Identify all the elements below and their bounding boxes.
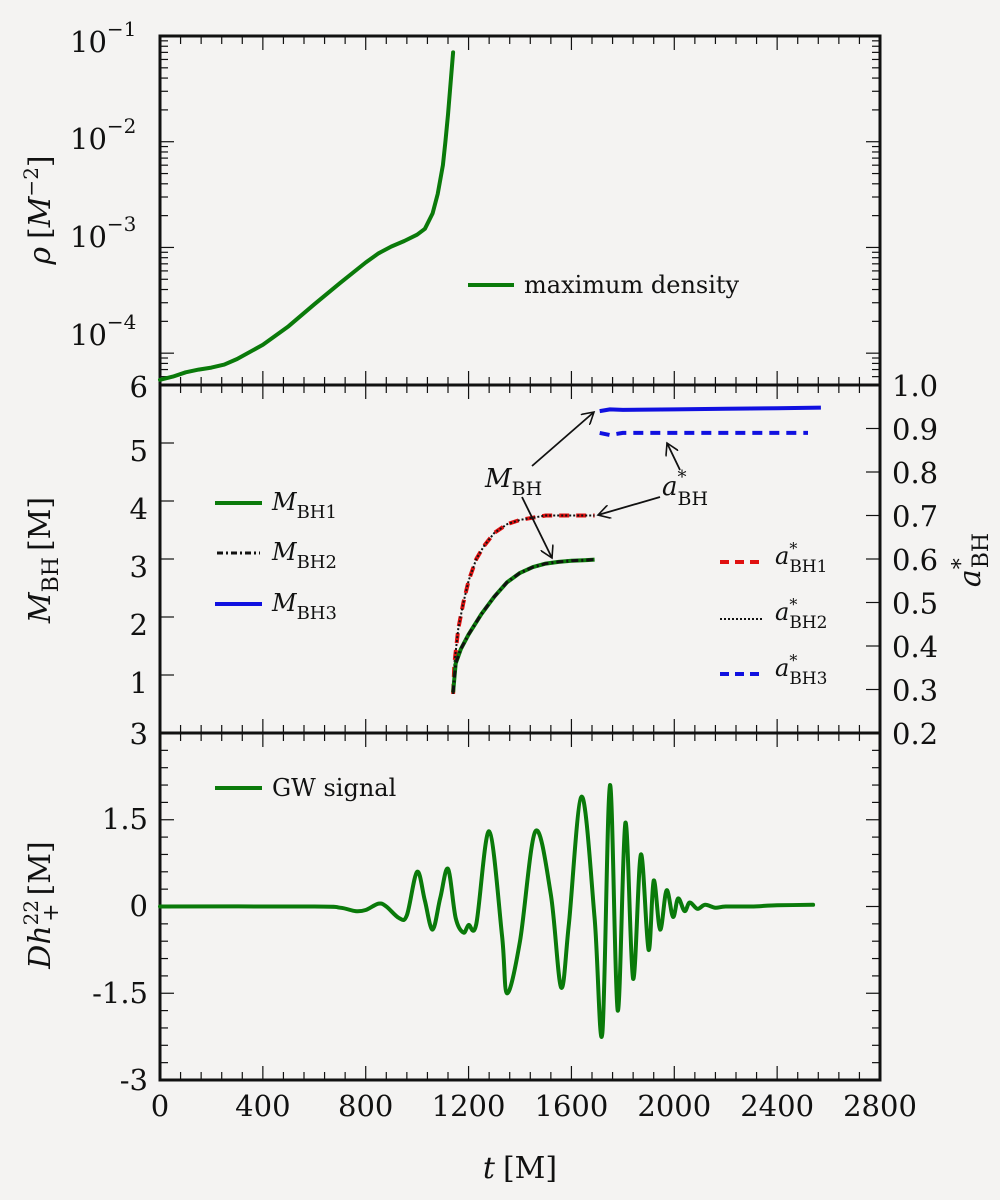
panel-black-holes-frame — [158, 383, 882, 735]
legend-label-a-bh1: a* BH1 — [775, 539, 827, 577]
panel-gw-ylabel: Dh22+[M] — [19, 841, 64, 969]
legend-density: maximum density — [468, 271, 740, 299]
ytick-label-right: 0.8 — [892, 456, 938, 490]
panel-black-holes-ylabel-right: a*BH — [949, 533, 994, 587]
annotation-a-bh-arrow-lower — [598, 496, 661, 515]
ytick-label-neg1.5: -1.5 — [92, 976, 148, 1010]
legend-label-maximum-density: maximum density — [524, 271, 740, 299]
legend-label-m-bh3: MBH3 — [271, 589, 337, 624]
panel-black-holes-ticks — [159, 384, 881, 734]
series-gw-signal — [158, 782, 816, 1039]
ytick-label-right: 1.0 — [892, 369, 938, 403]
panel-black-holes-ylabel: MBH[M] — [23, 497, 64, 624]
xtick-label: 800 — [338, 1089, 393, 1123]
annotation-m-bh-arrow-lower — [521, 496, 552, 558]
annotation-m-bh-label: MBH — [484, 464, 542, 500]
ytick-label-right: 0.4 — [892, 630, 938, 664]
ytick-label-right: 0.2 — [892, 717, 938, 751]
ytick-label-1e-4: 10−4 — [70, 310, 136, 352]
legend-label-m-bh2: MBH2 — [271, 538, 337, 573]
panel-gw-ytick-labels: -3 -1.5 0 1.5 3 — [92, 717, 148, 1097]
panel-density: 10−4 10−3 10−2 10−1 ρ[M−2] maximum densi… — [19, 17, 882, 387]
panel-gw-ticks — [159, 732, 881, 1081]
xtick-label: 2400 — [740, 1089, 814, 1123]
panel-density-ytick-labels: 10−4 10−3 10−2 10−1 — [70, 17, 136, 352]
series-a-bh1 — [451, 513, 595, 694]
ytick-label-1.5: 1.5 — [102, 802, 148, 836]
ytick-label-3: 3 — [130, 717, 148, 751]
legend-label-a-bh3: a* BH3 — [775, 651, 827, 689]
ytick-label-5: 5 — [130, 434, 148, 468]
panel-density-ylabel: ρ[M−2] — [19, 155, 58, 265]
ytick-label-right: 0.5 — [892, 587, 938, 621]
ytick-label-right: 0.9 — [892, 413, 938, 447]
ytick-label-1e-3: 10−3 — [70, 212, 136, 254]
x-axis-tick-labels: 0 400 800 1200 1600 2000 2400 2800 — [151, 1089, 917, 1123]
legend-label-a-bh2: a* BH2 — [775, 595, 827, 633]
ytick-label-1e-1: 10−1 — [70, 17, 136, 59]
xtick-label: 400 — [235, 1089, 290, 1123]
ytick-label-2: 2 — [130, 608, 148, 642]
legend-spins: a* BH1 a* BH2 a* BH3 — [720, 539, 827, 689]
annotation-m-bh-arrow-upper — [531, 412, 594, 467]
series-a-bh3 — [599, 430, 808, 437]
annotation-a-bh-arrow-upper — [667, 443, 681, 471]
legend-masses: MBH1 MBH2 MBH3 — [215, 488, 337, 624]
ytick-label-right: 0.3 — [892, 674, 938, 708]
panel-density-series — [158, 50, 456, 382]
annotation-m-bh: MBH — [484, 412, 594, 558]
x-axis-title: t [M] — [483, 1151, 557, 1186]
panel-density-ticks — [159, 35, 881, 386]
xtick-label: 2000 — [637, 1089, 711, 1123]
panel-gw: -3 -1.5 0 1.5 3 Dh22+[M] GW signal — [19, 717, 882, 1097]
panel-black-holes: 1 2 3 4 5 6 0.20.30.40.50.60.70.80.91.0 … — [23, 369, 994, 751]
series-maximum-density — [158, 50, 456, 382]
panel-black-holes-series — [451, 405, 821, 694]
annotation-a-bh: a* BH — [598, 443, 708, 515]
ytick-label-0: 0 — [130, 889, 148, 923]
panel-density-frame — [158, 34, 882, 387]
ytick-label-6: 6 — [130, 370, 148, 404]
ytick-label-right: 0.6 — [892, 543, 938, 577]
ytick-label-4: 4 — [130, 492, 148, 526]
ytick-label-right: 0.7 — [892, 500, 938, 534]
ytick-label-3: 3 — [130, 550, 148, 584]
panel-black-holes-right-tick-labels: 0.2 0.3 0.4 0.5 0.6 0.7 0.8 0.9 1.0 — [892, 369, 938, 751]
xtick-label: 1600 — [535, 1089, 609, 1123]
legend-label-gw-signal: GW signal — [272, 774, 396, 802]
series-m-bh3 — [599, 405, 821, 414]
xtick-label: 1200 — [432, 1089, 506, 1123]
ytick-label-1: 1 — [130, 666, 148, 700]
series-m-bh2 — [451, 558, 595, 693]
xtick-label: 0 — [151, 1089, 169, 1123]
ytick-label-1e-2: 10−2 — [70, 114, 136, 156]
legend-label-m-bh1: MBH1 — [271, 488, 337, 523]
ytick-label-neg3: -3 — [120, 1063, 148, 1097]
panel-gw-series — [158, 782, 816, 1039]
xtick-label: 2800 — [843, 1089, 917, 1123]
series-a-bh2 — [452, 514, 595, 694]
annotation-a-bh-label: a* BH — [662, 467, 708, 510]
panel-black-holes-ytick-labels: 1 2 3 4 5 6 — [130, 370, 148, 700]
legend-gw: GW signal — [215, 774, 396, 802]
